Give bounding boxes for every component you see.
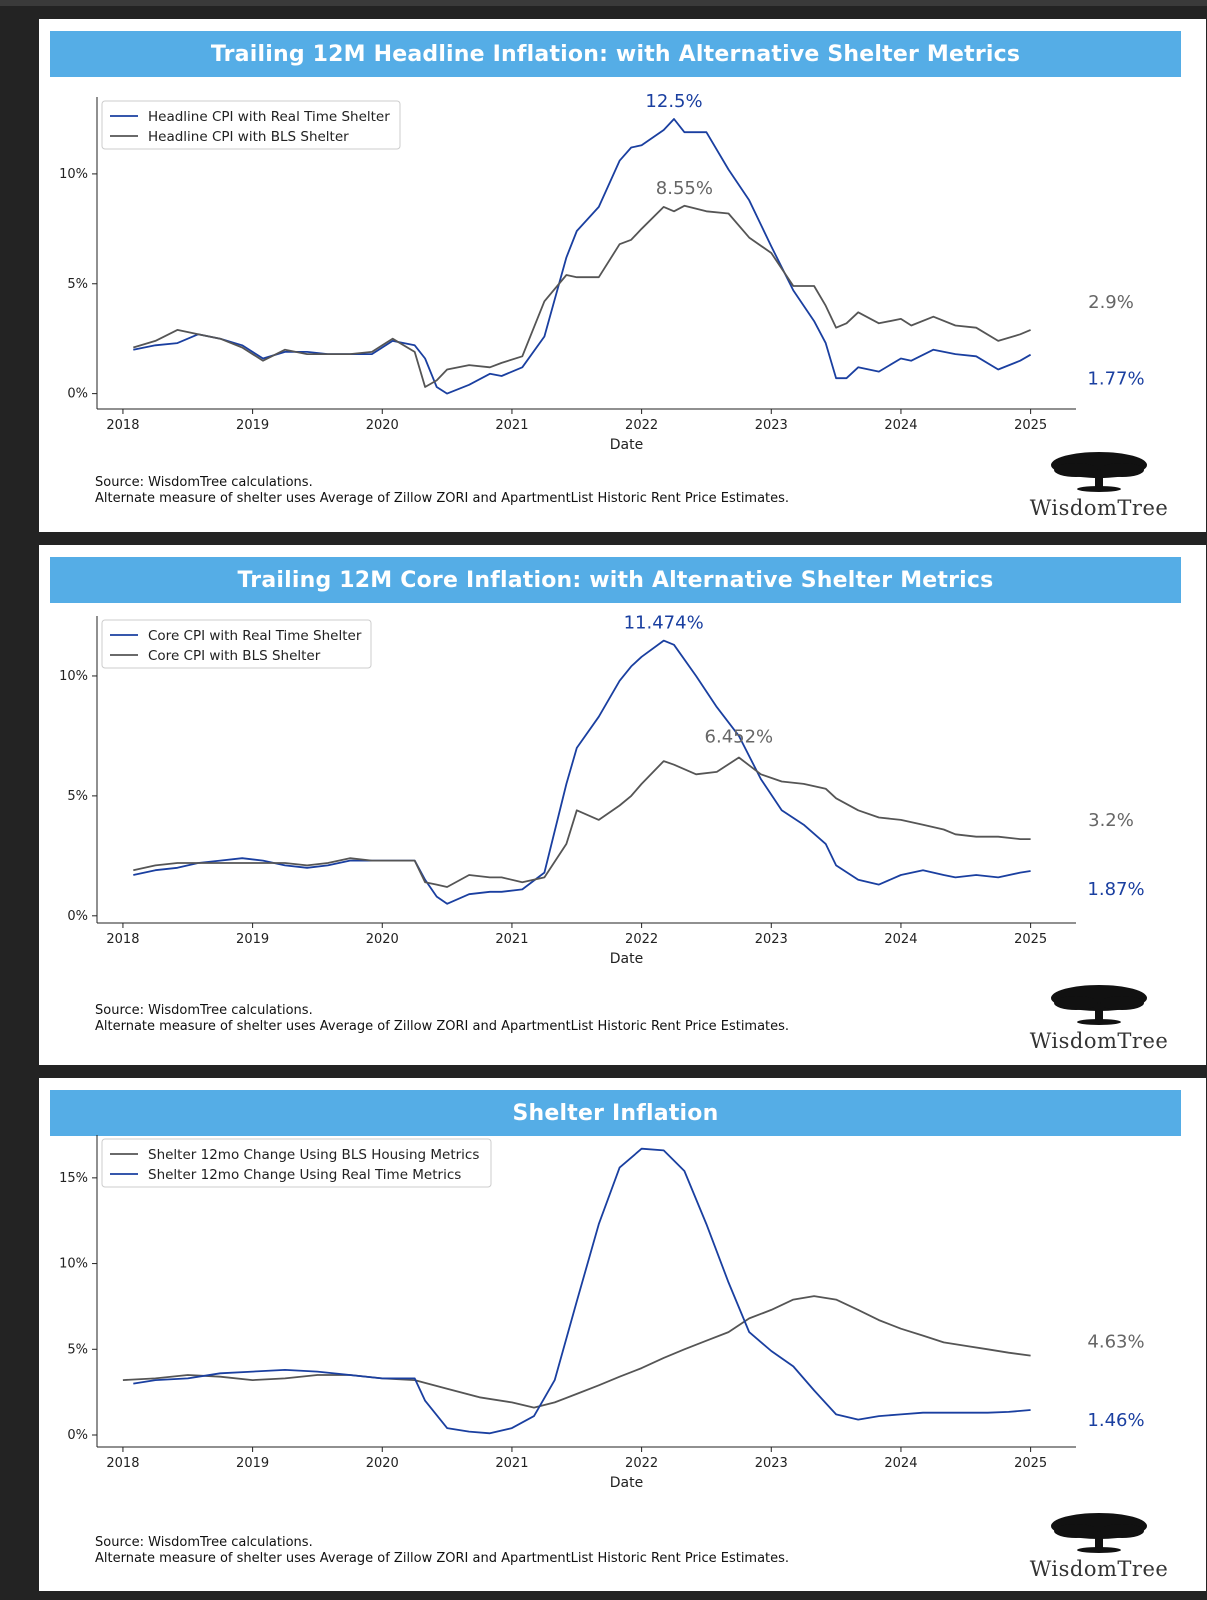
tree-icon	[1051, 1513, 1147, 1553]
x-tick-label: 2025	[1014, 1456, 1047, 1471]
headline-inflation-chart: 2018 2019 2020 2021 2022 2023 2024 2025 0% 5% 10% D…	[59, 91, 1145, 453]
annotation-label: 8.55%	[656, 178, 713, 199]
x-tick-label: 2019	[236, 1456, 269, 1471]
y-tick-label: 10%	[59, 1257, 88, 1272]
series-line	[133, 204, 1031, 388]
legend-label: Headline CPI with BLS Shelter	[148, 129, 349, 145]
annotation-label: 1.77%	[1087, 369, 1144, 390]
wisdomtree-logo: WisdomTree	[1014, 450, 1184, 520]
x-tick-label: 2025	[1014, 932, 1047, 947]
x-tick-label: 2019	[236, 418, 269, 433]
core-inflation-chart: 2018 2019 2020 2021 2022 2023 2024 2025 0% 5% 10% D…	[59, 613, 1145, 967]
y-tick-label: 5%	[67, 789, 88, 804]
logo-wordmark: WisdomTree	[1029, 1029, 1169, 1053]
annotation-label: 11.474%	[624, 613, 704, 634]
x-tick-label: 2019	[236, 932, 269, 947]
x-tick-label: 2024	[884, 932, 917, 947]
y-tick-label: 5%	[67, 277, 88, 292]
x-tick-label: 2024	[884, 1456, 917, 1471]
series-line	[122, 1295, 1031, 1409]
x-tick-label: 2021	[495, 1456, 528, 1471]
legend-box	[101, 619, 372, 669]
x-tick-label: 2025	[1014, 418, 1047, 433]
source-note: Source: WisdomTree calculations.	[95, 1535, 313, 1550]
shelter-inflation-chart: 2018 2019 2020 2021 2022 2023 2024 2025 0% 5% 10% 1…	[59, 1135, 1145, 1491]
logo-wordmark: WisdomTree	[1029, 496, 1169, 520]
core-inflation-panel: Trailing 12M Core Inflation: with Altern…	[39, 545, 1206, 1065]
y-tick-label: 0%	[67, 387, 88, 402]
tree-icon	[1051, 985, 1147, 1025]
x-tick-label: 2023	[755, 1456, 788, 1471]
source-detail: Alternate measure of shelter uses Averag…	[95, 491, 790, 506]
x-tick-label: 2020	[366, 1456, 399, 1471]
annotation-label: 6.452%	[705, 727, 774, 748]
x-axis-label: Date	[610, 951, 643, 967]
annotation-label: 3.2%	[1088, 810, 1134, 831]
annotation-label: 4.63%	[1087, 1332, 1144, 1353]
x-tick-label: 2018	[106, 1456, 139, 1471]
x-tick-label: 2018	[106, 418, 139, 433]
legend-box	[101, 100, 401, 150]
x-tick-label: 2021	[495, 418, 528, 433]
legend-label: Core CPI with Real Time Shelter	[148, 628, 362, 644]
source-detail: Alternate measure of shelter uses Averag…	[95, 1019, 790, 1034]
annotation-label: 1.87%	[1087, 879, 1144, 900]
chart-title-banner: Shelter Inflation	[50, 1090, 1181, 1136]
series-line	[133, 118, 1032, 395]
chart-title-banner: Trailing 12M Headline Inflation: with Al…	[50, 31, 1181, 77]
legend-box	[101, 1138, 492, 1188]
legend-label: Core CPI with BLS Shelter	[148, 648, 321, 664]
x-tick-label: 2021	[495, 932, 528, 947]
x-tick-label: 2020	[366, 932, 399, 947]
y-tick-label: 5%	[67, 1342, 88, 1357]
shelter-inflation-panel: Shelter Inflation 2018 2019 2020 2021 2022 20…	[39, 1078, 1206, 1591]
x-tick-label: 2018	[106, 932, 139, 947]
annotation-label: 12.5%	[645, 91, 702, 112]
chart-title-banner: Trailing 12M Core Inflation: with Altern…	[50, 557, 1181, 603]
series-line	[133, 1147, 1031, 1435]
x-tick-label: 2020	[366, 418, 399, 433]
legend-label: Headline CPI with Real Time Shelter	[148, 109, 390, 125]
x-tick-label: 2024	[884, 418, 917, 433]
legend-label: Shelter 12mo Change Using Real Time Metr…	[148, 1167, 461, 1183]
annotation-label: 2.9%	[1088, 292, 1134, 313]
x-tick-label: 2023	[755, 418, 788, 433]
x-tick-label: 2022	[625, 932, 658, 947]
y-tick-label: 0%	[67, 1428, 88, 1443]
tree-icon	[1051, 452, 1147, 492]
window-top-strip	[0, 0, 1207, 6]
y-tick-label: 0%	[67, 909, 88, 924]
x-axis-label: Date	[610, 1475, 643, 1491]
logo-wordmark: WisdomTree	[1029, 1557, 1169, 1581]
series-line	[133, 639, 1031, 905]
source-note: Source: WisdomTree calculations.	[95, 1003, 313, 1018]
x-tick-label: 2022	[625, 418, 658, 433]
wisdomtree-logo: WisdomTree	[1014, 1511, 1184, 1581]
y-tick-label: 10%	[59, 167, 88, 182]
x-tick-label: 2023	[755, 932, 788, 947]
x-tick-label: 2022	[625, 1456, 658, 1471]
source-detail: Alternate measure of shelter uses Averag…	[95, 1551, 790, 1566]
legend-label: Shelter 12mo Change Using BLS Housing Me…	[148, 1147, 479, 1163]
wisdomtree-logo: WisdomTree	[1014, 983, 1184, 1053]
y-tick-label: 10%	[59, 669, 88, 684]
source-note: Source: WisdomTree calculations.	[95, 475, 313, 490]
series-line	[133, 756, 1031, 888]
annotation-label: 1.46%	[1087, 1410, 1144, 1431]
headline-inflation-panel: Trailing 12M Headline Inflation: with Al…	[39, 19, 1206, 532]
y-tick-label: 15%	[59, 1171, 88, 1186]
x-axis-label: Date	[610, 437, 643, 453]
